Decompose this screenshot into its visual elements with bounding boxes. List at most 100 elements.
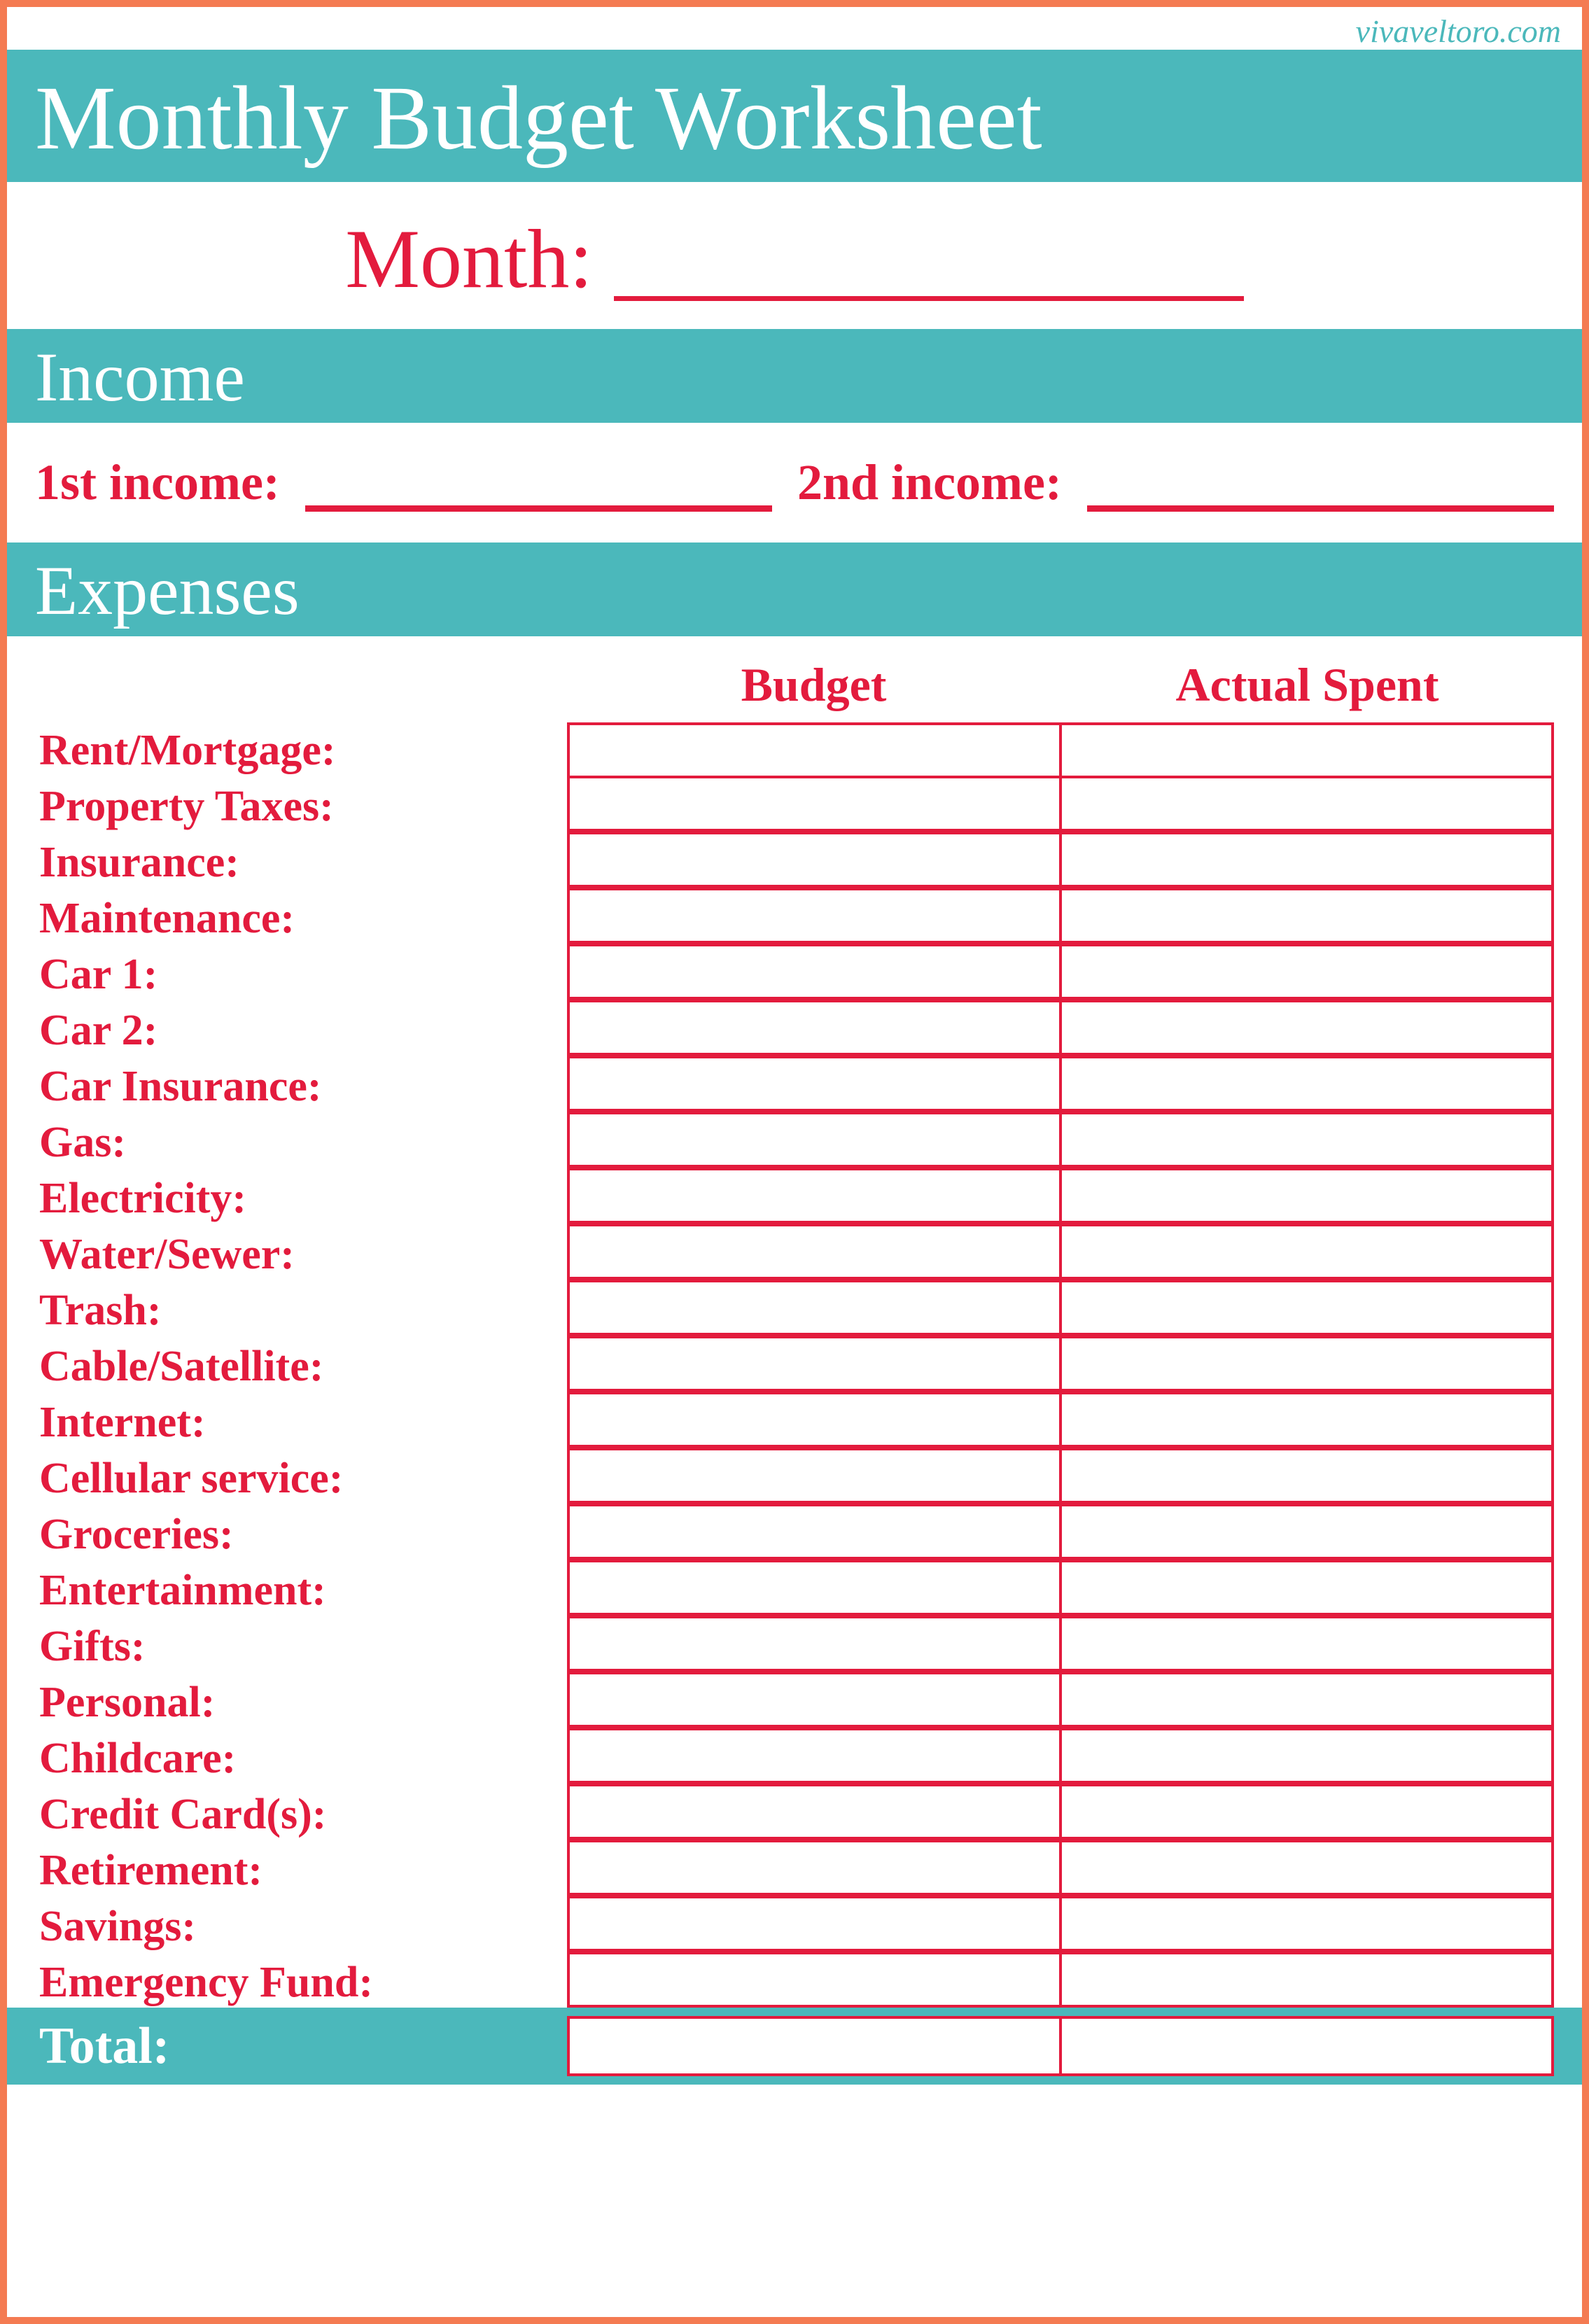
budget-cell[interactable] xyxy=(567,1392,1062,1448)
actual-cell[interactable] xyxy=(1059,1784,1554,1840)
budget-cell[interactable] xyxy=(567,1672,1062,1728)
budget-cell[interactable] xyxy=(567,1112,1062,1168)
total-actual-cell[interactable] xyxy=(1059,2016,1554,2076)
actual-cell[interactable] xyxy=(1059,1448,1554,1504)
budget-cell[interactable] xyxy=(567,1784,1062,1840)
budget-cell[interactable] xyxy=(567,1504,1062,1560)
actual-cell[interactable] xyxy=(1059,1560,1554,1616)
budget-cell[interactable] xyxy=(567,888,1062,944)
second-income-input[interactable] xyxy=(1087,478,1554,512)
expense-cells xyxy=(567,1282,1554,1338)
expense-row: Insurance: xyxy=(35,834,1554,890)
expense-row: Car Insurance: xyxy=(35,1058,1554,1114)
expense-label: Personal: xyxy=(35,1674,567,1730)
expense-row: Electricity: xyxy=(35,1170,1554,1226)
expense-row: Property Taxes: xyxy=(35,778,1554,834)
expense-label: Gifts: xyxy=(35,1618,567,1674)
expense-cells xyxy=(567,1394,1554,1450)
expense-cells xyxy=(567,1058,1554,1114)
total-row: Total: xyxy=(7,2008,1582,2085)
expense-label: Car Insurance: xyxy=(35,1058,567,1114)
expense-row: Personal: xyxy=(35,1674,1554,1730)
month-input-line[interactable] xyxy=(614,259,1244,301)
budget-cell[interactable] xyxy=(567,1056,1062,1112)
expense-label: Entertainment: xyxy=(35,1562,567,1618)
actual-cell[interactable] xyxy=(1059,1504,1554,1560)
budget-cell[interactable] xyxy=(567,944,1062,1000)
expense-cells xyxy=(567,778,1554,834)
expense-label: Maintenance: xyxy=(35,890,567,946)
actual-cell[interactable] xyxy=(1059,1056,1554,1112)
expense-cells xyxy=(567,1954,1554,2010)
budget-cell[interactable] xyxy=(567,1728,1062,1784)
actual-cell[interactable] xyxy=(1059,1168,1554,1224)
budget-cell[interactable] xyxy=(567,1896,1062,1952)
budget-cell[interactable] xyxy=(567,722,1062,778)
source-url: vivaveltoro.com xyxy=(7,7,1582,50)
actual-cell[interactable] xyxy=(1059,944,1554,1000)
actual-cell[interactable] xyxy=(1059,1952,1554,2008)
actual-cell[interactable] xyxy=(1059,1392,1554,1448)
expense-label: Rent/Mortgage: xyxy=(35,722,567,778)
actual-cell[interactable] xyxy=(1059,1112,1554,1168)
actual-cell[interactable] xyxy=(1059,1000,1554,1056)
expense-label: Emergency Fund: xyxy=(35,1954,567,2010)
expense-row: Groceries: xyxy=(35,1506,1554,1562)
month-row: Month: xyxy=(7,182,1582,329)
expense-row: Rent/Mortgage: xyxy=(35,722,1554,778)
expense-label: Property Taxes: xyxy=(35,778,567,834)
budget-cell[interactable] xyxy=(567,776,1062,832)
page-title: Monthly Budget Worksheet xyxy=(7,50,1582,182)
budget-cell[interactable] xyxy=(567,1000,1062,1056)
budget-cell[interactable] xyxy=(567,1168,1062,1224)
actual-cell[interactable] xyxy=(1059,722,1554,778)
expense-label: Electricity: xyxy=(35,1170,567,1226)
expense-cells xyxy=(567,1842,1554,1898)
actual-cell[interactable] xyxy=(1059,776,1554,832)
actual-cell[interactable] xyxy=(1059,1224,1554,1280)
expense-cells xyxy=(567,722,1554,778)
first-income-input[interactable] xyxy=(305,478,772,512)
budget-cell[interactable] xyxy=(567,1616,1062,1672)
expense-row: Gifts: xyxy=(35,1618,1554,1674)
actual-cell[interactable] xyxy=(1059,832,1554,888)
expense-row: Emergency Fund: xyxy=(35,1954,1554,2010)
expense-cells xyxy=(567,1618,1554,1674)
actual-cell[interactable] xyxy=(1059,1280,1554,1336)
actual-cell[interactable] xyxy=(1059,1336,1554,1392)
actual-cell[interactable] xyxy=(1059,1616,1554,1672)
expense-cells xyxy=(567,834,1554,890)
budget-cell[interactable] xyxy=(567,1224,1062,1280)
expense-cells xyxy=(567,1002,1554,1058)
budget-cell[interactable] xyxy=(567,1560,1062,1616)
expense-row: Retirement: xyxy=(35,1842,1554,1898)
expense-label: Cable/Satellite: xyxy=(35,1338,567,1394)
expense-label: Savings: xyxy=(35,1898,567,1954)
expense-label: Insurance: xyxy=(35,834,567,890)
actual-cell[interactable] xyxy=(1059,1728,1554,1784)
budget-cell[interactable] xyxy=(567,1952,1062,2008)
expense-row: Childcare: xyxy=(35,1730,1554,1786)
expense-row: Gas: xyxy=(35,1114,1554,1170)
budget-column-header: Budget xyxy=(567,657,1060,713)
total-label: Total: xyxy=(35,2008,567,2085)
total-budget-cell[interactable] xyxy=(567,2016,1062,2076)
expense-cells xyxy=(567,946,1554,1002)
budget-cell[interactable] xyxy=(567,832,1062,888)
budget-cell[interactable] xyxy=(567,1336,1062,1392)
budget-cell[interactable] xyxy=(567,1448,1062,1504)
budget-cell[interactable] xyxy=(567,1840,1062,1896)
expense-label: Car 1: xyxy=(35,946,567,1002)
actual-cell[interactable] xyxy=(1059,1840,1554,1896)
expense-row: Car 1: xyxy=(35,946,1554,1002)
actual-cell[interactable] xyxy=(1059,1896,1554,1952)
expense-cells xyxy=(567,1114,1554,1170)
expense-cells xyxy=(567,1898,1554,1954)
worksheet-page: vivaveltoro.com Monthly Budget Worksheet… xyxy=(0,0,1589,2324)
expense-row: Car 2: xyxy=(35,1002,1554,1058)
expense-cells xyxy=(567,1786,1554,1842)
expense-row: Cable/Satellite: xyxy=(35,1338,1554,1394)
budget-cell[interactable] xyxy=(567,1280,1062,1336)
actual-cell[interactable] xyxy=(1059,888,1554,944)
actual-cell[interactable] xyxy=(1059,1672,1554,1728)
